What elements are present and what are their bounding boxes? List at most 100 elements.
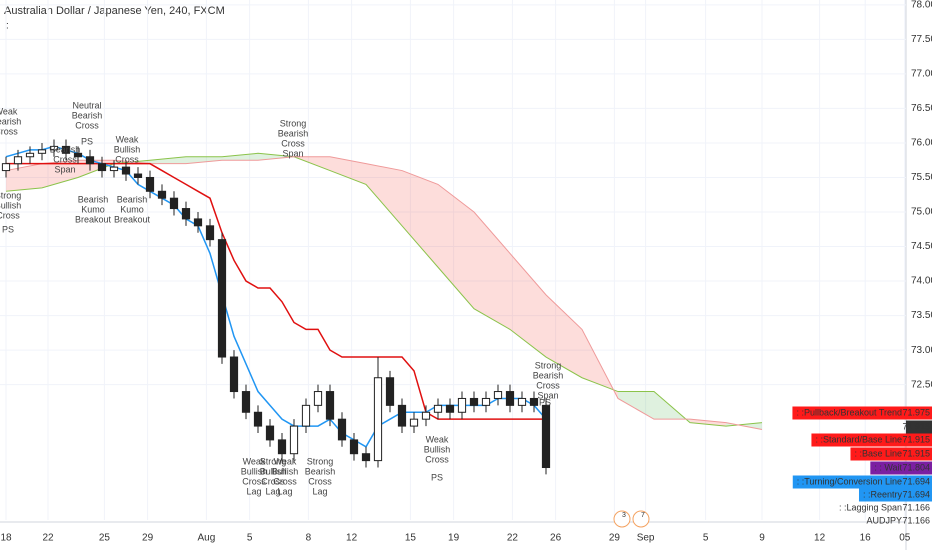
annotation: PS [539,397,551,407]
x-tick-label: 19 [448,533,460,544]
annotation: Kumo [81,204,105,214]
annotation: Weak [243,456,266,466]
annotation: Span [282,148,303,158]
cloud-span-b [5,156,763,431]
x-tick-label: Sep [637,533,655,544]
price-label-value: 71.166 [902,502,930,512]
candle-body [25,152,35,158]
x-tick-label: 22 [507,533,519,544]
annotation: Bearish [50,144,81,154]
cloud-fill [258,153,294,161]
price-label: 71.694: :Reentry [858,488,932,502]
candle-body [85,156,95,165]
annotation: Cross [53,154,77,164]
price-label: 71.166: :Lagging Span [839,502,930,512]
annotation: Bullish [424,444,451,454]
candle-body [193,218,203,227]
candle-body [409,418,419,427]
cloud-fill [618,391,654,420]
chart-subtitle: : [6,21,9,32]
price-label-name: : :Lagging Span [839,502,902,512]
candle-body [13,156,23,165]
candle-body [541,404,551,469]
x-tick-label: 8 [306,533,312,544]
event-badge [632,510,650,528]
annotation: Lag [312,486,327,496]
price-label: 71.915: :Standard/Base Line [811,433,932,447]
price-label: 71.694: :Turning/Conversion Line [792,475,932,489]
annotation: Strong [307,456,334,466]
annotation: Breakout [114,214,151,224]
annotation: Strong [535,360,562,370]
price-label-value: 71.975 [902,407,930,417]
cloud-fill [402,170,438,268]
x-tick-label: 5 [247,533,253,544]
price-label-bg [792,406,932,420]
x-tick-label: 29 [142,533,154,544]
price-label: 71.804: : Wait [870,461,932,475]
cloud-fill [546,294,582,378]
candle-body [121,166,131,175]
candle-body [133,173,143,178]
y-tick-label: 73.500 [911,310,932,321]
price-label-value: 71.915 [902,448,930,458]
cloud-fill [186,156,222,164]
y-tick-label: 74.000 [911,276,932,287]
annotation: Cross [242,476,266,486]
annotation: Bullish [272,466,299,476]
y-tick-label: 72.500 [911,379,932,390]
annotation: Bullish [260,466,287,476]
candle-body [373,377,383,462]
price-label-value: 71.166 [902,515,930,525]
annotation: Strong [0,190,21,200]
candle-body [529,397,539,406]
cloud-fill [474,212,510,330]
chart-title: Australian Dollar / Japanese Yen, 240, F… [4,5,225,17]
annotation: Cross [0,126,18,136]
candle-body [481,397,491,406]
annotation: Weak [116,134,139,144]
annotation: Lag [277,486,292,496]
annotation: Bearish [117,194,148,204]
y-tick-label: 74.500 [911,241,932,252]
x-tick-label: Aug [198,533,216,544]
annotation: Weak [274,456,297,466]
annotation: Cross [536,380,560,390]
y-tick-label: 77.000 [911,69,932,80]
candle-body [421,411,431,420]
candle-body [301,404,311,427]
y-tick-label: 73.000 [911,345,932,356]
annotation: PS [81,136,93,146]
candle-body [277,439,287,455]
candle-body [229,356,239,393]
annotation: Bearish [0,116,21,126]
candle-body [445,404,455,413]
price-label-bg [870,461,932,475]
candle-body [325,391,335,420]
annotation: Cross [261,476,285,486]
candle-body [217,239,227,358]
annotation: Strong [260,456,287,466]
annotation: Bearish [305,466,336,476]
x-tick-label: 26 [550,533,562,544]
price-label-bg [811,433,932,447]
annotation: Bullish [0,200,21,210]
annotation: Cross [281,138,305,148]
candle-body [517,397,527,406]
candle-body [397,404,407,427]
y-tick-label: 75.000 [911,207,932,218]
candle-body [169,197,179,210]
annotation: Kumo [120,204,144,214]
candle-body [49,145,59,151]
candle-body [265,425,275,441]
annotation: Bearish [533,370,564,380]
event-badge-label: 7 [641,512,645,519]
annotation: Cross [75,120,99,130]
y-tick-label: 75.500 [911,172,932,183]
candle-body [61,145,71,154]
annotation: Weak [0,106,18,116]
annotation: Cross [425,454,449,464]
x-tick-label: 12 [346,533,358,544]
